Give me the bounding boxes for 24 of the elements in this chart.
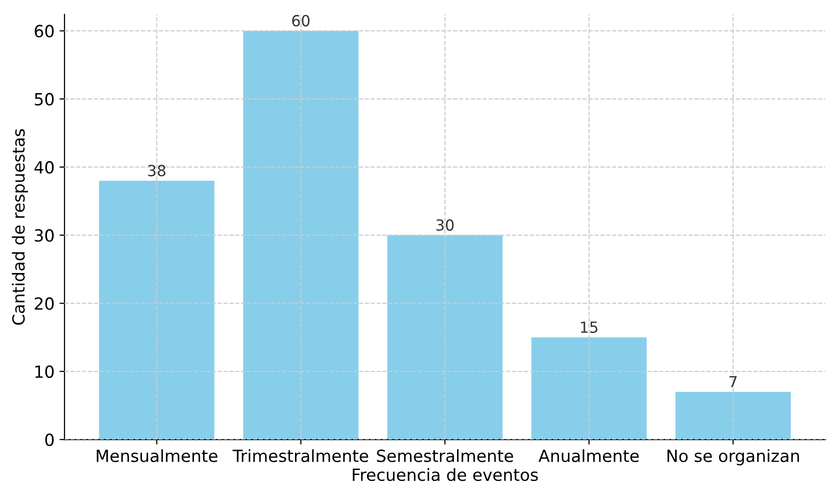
- y-axis-title: Cantidad de respuestas: [12, 129, 28, 325]
- y-tick-label: 40: [34, 161, 54, 174]
- data-label: 7: [730, 376, 737, 388]
- data-label: 60: [292, 14, 310, 26]
- bar: [243, 30, 358, 440]
- y-tick-label: 50: [34, 92, 54, 106]
- y-tick-label: 30: [34, 229, 54, 242]
- bar: [531, 337, 647, 440]
- bar: [675, 392, 791, 440]
- y-tick-label: 60: [34, 24, 54, 38]
- bar: [99, 180, 214, 440]
- x-axis-title: Frecuencia de eventos: [352, 468, 538, 482]
- data-label: 38: [148, 164, 166, 176]
- y-tick-label: 10: [35, 365, 54, 378]
- data-label: 15: [580, 322, 598, 334]
- x-tick-label: Anualmente: [538, 449, 639, 462]
- x-tick-label: Semestralmente: [376, 449, 514, 462]
- data-label: 30: [436, 219, 454, 231]
- y-tick-label: 20: [34, 297, 54, 310]
- bar: [387, 235, 503, 440]
- x-tick-label: Mensualmente: [96, 449, 218, 462]
- y-tick-label: 0: [45, 433, 54, 446]
- x-tick-label: Trimestralmente: [232, 449, 368, 462]
- x-tick-label: No se organizan: [668, 449, 799, 466]
